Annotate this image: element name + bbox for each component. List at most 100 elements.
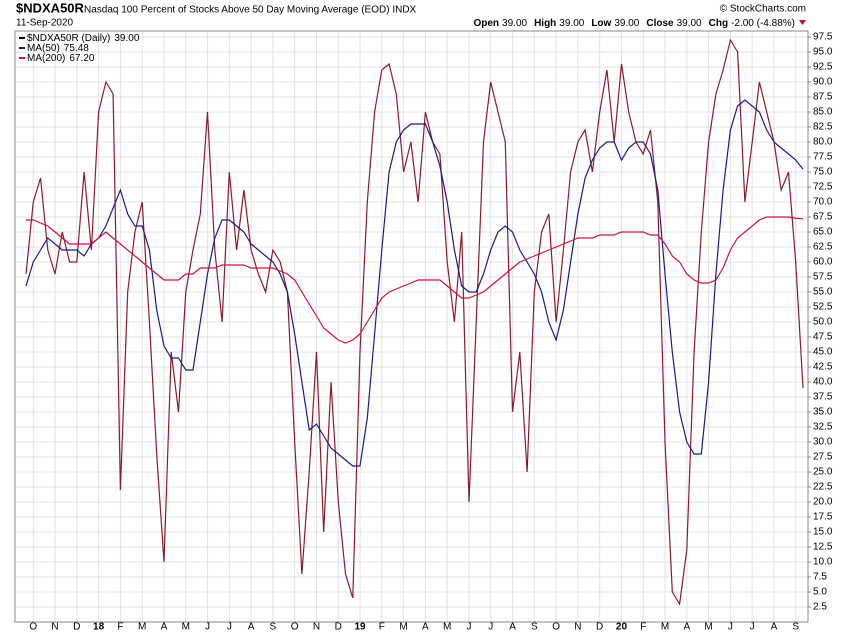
quote-value: 39.00: [677, 18, 702, 29]
y-tick-label: 67.5: [813, 212, 833, 223]
x-tick-label: S: [531, 622, 538, 633]
legend-entry: MA(50) 75.48: [27, 43, 89, 54]
source: © StockCharts.com: [720, 4, 806, 15]
x-tick-label: J: [466, 622, 471, 633]
series-line: [25, 38, 804, 606]
quote-label: High: [534, 18, 556, 29]
y-tick-label: 22.5: [813, 482, 833, 493]
x-tick-label: N: [574, 622, 581, 633]
y-tick-label: 12.5: [813, 542, 833, 553]
y-tick-label: 15.0: [813, 527, 833, 538]
legend-name: MA(200): [27, 53, 65, 64]
x-tick-label: M: [399, 622, 407, 633]
series-line: [25, 99, 804, 467]
series-layer: [25, 38, 804, 606]
quote: Open 39.00 High 39.00 Low 39.00 Close 39.00 Chg -…: [473, 18, 795, 29]
quote-label: Close: [646, 18, 674, 29]
quote-value: -2.00 (-4.88%): [731, 18, 795, 29]
y-tick-label: 25.0: [813, 467, 833, 478]
y-tick-label: 75.0: [813, 167, 833, 178]
legend-value: 75.48: [64, 43, 89, 54]
legend-entry: MA(200) 67.20: [27, 53, 95, 64]
grid-layer: [15, 31, 808, 622]
x-tick-label: A: [509, 622, 516, 633]
x-tick-label: S: [792, 622, 799, 633]
x-tick-label: J: [750, 622, 755, 633]
x-tick-label: M: [182, 622, 190, 633]
y-tick-label: 35.0: [813, 407, 833, 418]
x-tick-label: M: [661, 622, 669, 633]
y-tick-label: 60.0: [813, 257, 833, 268]
x-tick-label: N: [313, 622, 320, 633]
y-tick-label: 20.0: [813, 497, 833, 508]
y-tick-label: 82.5: [813, 122, 833, 133]
x-tick-label: J: [728, 622, 733, 633]
y-tick-label: 47.5: [813, 332, 833, 343]
y-tick-label: 30.0: [813, 437, 833, 448]
y-tick-label: 40.0: [813, 377, 833, 388]
x-tick-label: A: [771, 622, 778, 633]
chart-subtitle: Nasdaq 100 Percent of Stocks Above 50 Da…: [84, 5, 417, 16]
x-tick-label: 19: [354, 622, 366, 633]
legend-value: 67.20: [69, 53, 94, 64]
y-tick-label: 10.0: [813, 557, 833, 568]
y-tick-label: 70.0: [813, 197, 833, 208]
down-arrow: [799, 20, 806, 25]
y-tick-label: 77.5: [813, 152, 833, 163]
y-tick-label: 55.0: [813, 287, 833, 298]
quote-value: 39.00: [559, 18, 584, 29]
x-tick-label: A: [248, 622, 255, 633]
y-tick-label: 65.0: [813, 227, 833, 238]
y-tick-label: 5.0: [813, 587, 827, 598]
chart-date: 11-Sep-2020: [16, 18, 74, 29]
legend-name: $NDXA50R (Daily): [27, 33, 110, 44]
y-tick-label: 85.0: [813, 107, 833, 118]
y-tick-label: 97.5: [813, 32, 833, 43]
x-tick-label: J: [205, 622, 210, 633]
y-tick-label: 37.5: [813, 392, 833, 403]
y-tick-label: 17.5: [813, 512, 833, 523]
x-tick-label: M: [704, 622, 712, 633]
legend-value: 39.00: [114, 33, 139, 44]
y-tick-label: 62.5: [813, 242, 833, 253]
x-tick-label: O: [29, 622, 37, 633]
y-tick-label: 72.5: [813, 182, 833, 193]
x-tick-label: A: [422, 622, 429, 633]
plot-frame: [14, 30, 809, 623]
quote-label: Open: [473, 18, 499, 29]
x-tick-label: O: [291, 622, 299, 633]
quote-label: Chg: [709, 18, 728, 29]
y-tick-label: 80.0: [813, 137, 833, 148]
x-tick-label: M: [443, 622, 451, 633]
quote-value: 39.00: [614, 18, 639, 29]
y-tick-label: 27.5: [813, 452, 833, 463]
y-tick-label: 95.0: [813, 47, 833, 58]
x-tick-label: F: [379, 622, 385, 633]
y-tick-label: 92.5: [813, 62, 833, 73]
x-tick-label: J: [227, 622, 232, 633]
y-tick-label: 42.5: [813, 362, 833, 373]
quote-label: Low: [591, 18, 611, 29]
chart-title: $NDXA50R: [16, 0, 85, 15]
x-tick-label: J: [488, 622, 493, 633]
y-tick-label: 45.0: [813, 347, 833, 358]
y-tick-label: 32.5: [813, 422, 833, 433]
x-tick-label: A: [161, 622, 168, 633]
legend-name: MA(50): [27, 43, 60, 54]
x-tick-label: D: [596, 622, 603, 633]
x-tick-label: 18: [93, 622, 105, 633]
x-tick-label: F: [640, 622, 646, 633]
x-tick-label: F: [117, 622, 123, 633]
legend-entry: $NDXA50R (Daily) 39.00: [27, 33, 140, 44]
quote-value: 39.00: [502, 18, 527, 29]
y-tick-label: 52.5: [813, 302, 833, 313]
series-line: [26, 216, 804, 344]
y-tick-label: 57.5: [813, 272, 833, 283]
y-tick-label: 87.5: [813, 92, 833, 103]
x-tick-label: O: [552, 622, 560, 633]
x-tick-label: A: [683, 622, 690, 633]
x-tick-label: N: [51, 622, 58, 633]
x-tick-label: M: [138, 622, 146, 633]
